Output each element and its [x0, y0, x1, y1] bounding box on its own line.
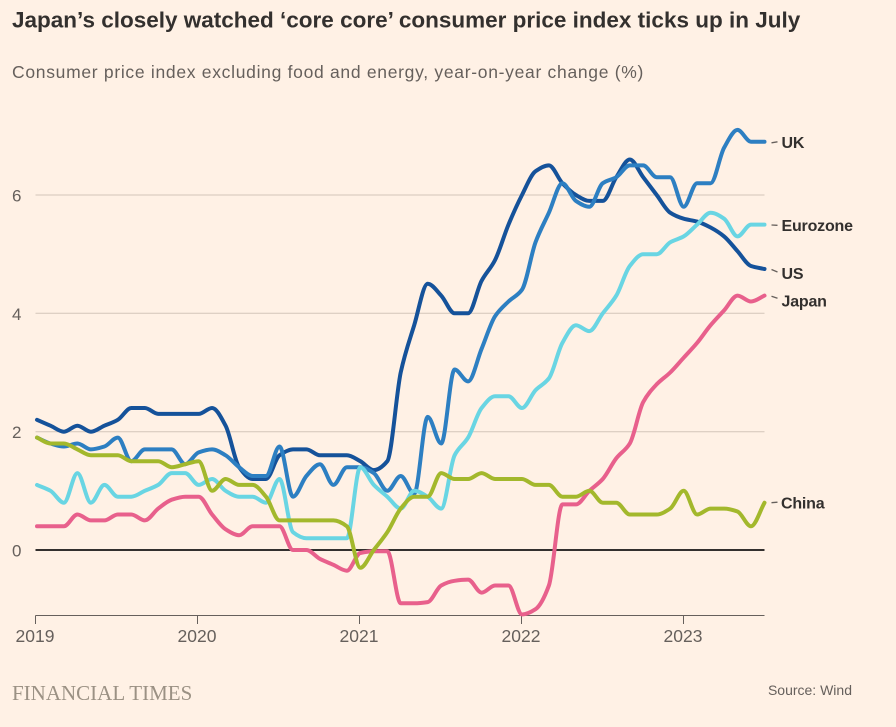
svg-text:UK: UK	[782, 135, 805, 152]
svg-text:US: US	[782, 266, 804, 283]
svg-text:Consumer price index excluding: Consumer price index excluding food and …	[12, 62, 644, 82]
svg-text:Japan’s closely watched ‘core: Japan’s closely watched ‘core core’ cons…	[12, 8, 801, 33]
svg-text:2019: 2019	[16, 626, 55, 646]
svg-text:FINANCIAL TIMES: FINANCIAL TIMES	[12, 681, 192, 705]
svg-text:2021: 2021	[340, 626, 379, 646]
svg-text:China: China	[781, 496, 825, 513]
svg-text:2023: 2023	[664, 626, 703, 646]
svg-text:0: 0	[12, 542, 21, 561]
svg-text:Eurozone: Eurozone	[782, 218, 854, 235]
svg-text:2022: 2022	[502, 626, 541, 646]
svg-text:2: 2	[12, 423, 21, 442]
svg-text:2020: 2020	[178, 626, 217, 646]
svg-text:Source: Wind: Source: Wind	[768, 682, 852, 698]
svg-text:6: 6	[12, 187, 21, 206]
svg-text:Japan: Japan	[782, 294, 827, 311]
svg-text:4: 4	[12, 305, 21, 324]
